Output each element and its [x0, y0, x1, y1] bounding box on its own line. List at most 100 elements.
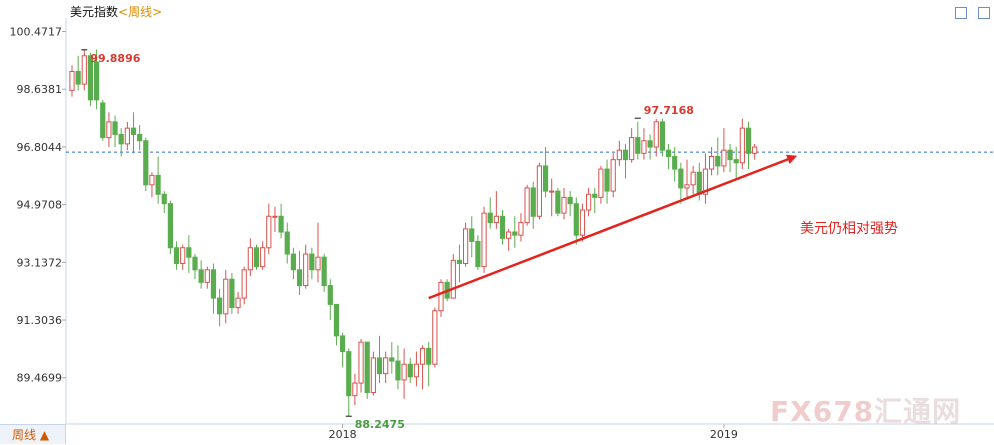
candle-body-down [592, 193, 598, 198]
candle-body-up [450, 259, 456, 299]
candle-body-down [137, 133, 143, 142]
chart-toolbar [949, 4, 990, 23]
candle-body-down [296, 269, 303, 287]
candle-body-down [87, 55, 94, 101]
candle-body-up [358, 341, 364, 384]
annotation-text: 美元仍相对强势 [800, 221, 898, 237]
candle-body-up [124, 127, 130, 145]
candle-body-down [376, 357, 383, 375]
candle-body-down [604, 168, 610, 192]
candle-body-down [426, 347, 432, 365]
candle-body-up [709, 155, 715, 170]
candle-body-up [518, 222, 524, 236]
candle-body-down [130, 127, 137, 135]
candle-body-down [567, 196, 573, 205]
candle-body-up [266, 215, 272, 249]
candle-body-up [463, 228, 469, 264]
table-icon[interactable] [978, 7, 990, 19]
candle-body-up [352, 382, 358, 397]
candle-body-down [167, 203, 174, 249]
candle-body-down [94, 61, 100, 101]
candle-body-up [506, 231, 512, 239]
candle-body-down [733, 159, 739, 164]
candle-body-up [383, 357, 389, 375]
y-tick-label: 100.4717 [10, 25, 63, 38]
candle-body-down [635, 137, 641, 154]
candle-body-up [684, 184, 690, 189]
candle-body-down [745, 127, 752, 154]
watermark-brand: FX678 [770, 395, 875, 428]
candle-body-down [346, 351, 352, 397]
candle-body-up [235, 297, 241, 309]
candle-body-up [610, 159, 616, 192]
watermark-logo: FX678汇通网 [770, 390, 961, 430]
candle-body-down [696, 171, 702, 195]
candle-body-up [413, 363, 419, 378]
candle-body-up [438, 281, 444, 312]
candle-body-down [678, 168, 684, 189]
candle-body-down [542, 165, 549, 192]
candle-body-down [173, 247, 180, 264]
candle-body-up [739, 127, 745, 164]
candle-body-up [247, 247, 253, 271]
list-icon[interactable] [954, 7, 967, 19]
candle-body-up [432, 310, 438, 365]
y-tick-label: 98.6381 [17, 83, 63, 96]
candle-body-up [401, 363, 407, 381]
y-tick-label: 96.8044 [17, 141, 63, 154]
candle-body-down [665, 149, 672, 157]
candle-body-up [561, 196, 567, 214]
candle-body-up [524, 187, 530, 224]
candle-body-down [75, 71, 81, 85]
candle-body-down [659, 121, 665, 151]
candle-body-down [512, 231, 518, 236]
candle-body-up [241, 269, 247, 299]
candle-body-up [81, 55, 87, 85]
candle-body-down [487, 212, 493, 224]
candle-body-down [715, 155, 721, 167]
trendline-arrow [428, 154, 798, 300]
candle-body-down [469, 228, 475, 242]
x-tick-label: 2019 [710, 428, 738, 441]
candle-body-up [598, 168, 604, 198]
candle-body-down [100, 102, 106, 139]
candle-body-down [555, 190, 561, 214]
candle-body-down [389, 357, 395, 362]
candle-body-down [327, 285, 333, 305]
candle-body-down [198, 269, 204, 283]
candle-body-up [204, 269, 210, 283]
candle-body-down [647, 140, 653, 148]
candle-body-up [579, 209, 586, 236]
candle-body-up [629, 137, 635, 161]
candle-body-up [586, 193, 592, 211]
y-tick-label: 93.1372 [17, 256, 63, 269]
y-tick-label: 91.3036 [17, 314, 63, 327]
candle-body-down [143, 140, 149, 186]
candle-body-up [303, 253, 309, 287]
candle-body-up [690, 171, 696, 186]
candle-body-down [499, 215, 506, 239]
candle-body-down [210, 269, 217, 299]
x-tick-label: 2018 [329, 428, 357, 441]
candle-body-down [278, 215, 284, 233]
candle-body-down [573, 203, 579, 236]
timeframe-label[interactable]: <周线> [118, 5, 163, 19]
candle-body-down [290, 253, 296, 271]
candle-body-down [309, 253, 315, 271]
candle-body-up [702, 168, 709, 195]
high-value-label: 99.8896 [90, 52, 140, 65]
candle-body-down [672, 155, 678, 170]
candle-body-up [419, 347, 426, 365]
candle-body-down [530, 187, 536, 217]
y-tick-label: 89.4699 [17, 372, 63, 385]
candle-body-down [118, 133, 124, 145]
candle-body-down [321, 256, 327, 287]
candle-body-down [364, 341, 370, 394]
candle-body-down [186, 247, 192, 258]
candle-body-up [149, 174, 155, 186]
timeframe-tab[interactable]: 周线 ▲ [0, 424, 66, 444]
candle-body-up [370, 357, 376, 394]
watermark-cn: 汇通网 [874, 395, 962, 428]
